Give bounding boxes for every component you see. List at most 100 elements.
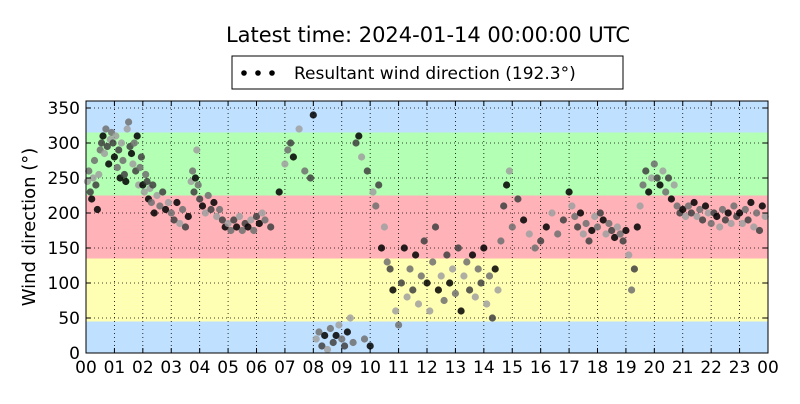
data-point bbox=[599, 216, 607, 224]
data-point bbox=[332, 331, 340, 340]
data-point bbox=[369, 188, 377, 196]
data-point bbox=[389, 286, 397, 294]
data-point bbox=[758, 202, 766, 210]
data-point bbox=[630, 265, 639, 273]
x-tick-label: 23 bbox=[729, 358, 751, 378]
y-tick-label: 350 bbox=[48, 99, 80, 119]
data-point bbox=[656, 181, 664, 189]
legend-marker-dot bbox=[241, 70, 247, 76]
data-point bbox=[335, 321, 343, 329]
x-tick-label: 16 bbox=[530, 358, 552, 378]
x-tick-label: 07 bbox=[274, 358, 296, 378]
data-point bbox=[497, 237, 505, 245]
data-point bbox=[230, 216, 238, 224]
data-point bbox=[149, 181, 157, 189]
data-point bbox=[224, 219, 232, 228]
data-point bbox=[755, 226, 764, 235]
data-point bbox=[100, 149, 109, 158]
data-point bbox=[693, 212, 701, 221]
data-point bbox=[312, 335, 320, 343]
data-point bbox=[457, 307, 465, 315]
data-point bbox=[89, 174, 97, 182]
data-point bbox=[508, 223, 516, 231]
data-point bbox=[360, 335, 369, 343]
data-point bbox=[727, 219, 735, 228]
data-point bbox=[429, 258, 437, 266]
data-point bbox=[190, 188, 198, 196]
x-tick-label: 02 bbox=[132, 358, 154, 378]
data-point bbox=[395, 321, 403, 329]
data-point bbox=[173, 198, 181, 207]
data-point bbox=[713, 212, 721, 221]
data-point bbox=[275, 188, 283, 196]
x-tick-label: 14 bbox=[473, 358, 495, 378]
data-point bbox=[238, 226, 246, 235]
data-point bbox=[349, 338, 357, 347]
y-axis-label: Wind direction (°) bbox=[19, 148, 40, 307]
data-point bbox=[480, 244, 488, 252]
data-point bbox=[596, 209, 604, 217]
data-point bbox=[95, 170, 103, 179]
data-point bbox=[471, 293, 479, 301]
data-point bbox=[505, 167, 513, 175]
data-point bbox=[115, 146, 123, 154]
data-point bbox=[423, 279, 431, 287]
y-tick-label: 0 bbox=[69, 344, 80, 364]
data-point bbox=[488, 314, 496, 322]
data-point bbox=[696, 205, 704, 214]
data-point bbox=[189, 167, 197, 175]
data-point bbox=[716, 223, 724, 231]
data-point bbox=[125, 118, 133, 126]
data-point bbox=[500, 202, 508, 210]
data-point bbox=[386, 265, 394, 273]
data-point bbox=[588, 226, 596, 235]
data-point bbox=[179, 205, 187, 214]
y-tick-label: 100 bbox=[48, 274, 80, 294]
data-point bbox=[372, 202, 380, 210]
data-point bbox=[593, 223, 602, 231]
data-point bbox=[133, 132, 141, 140]
data-point bbox=[684, 202, 693, 210]
data-point bbox=[503, 181, 511, 189]
data-point bbox=[645, 188, 653, 196]
data-point bbox=[559, 216, 568, 224]
data-point bbox=[184, 212, 192, 221]
data-point bbox=[92, 181, 100, 189]
data-point bbox=[437, 272, 445, 280]
data-point bbox=[204, 191, 212, 200]
data-point bbox=[315, 328, 323, 336]
x-tick-label: 10 bbox=[359, 358, 381, 378]
data-point bbox=[218, 216, 226, 224]
data-point bbox=[346, 314, 354, 322]
data-point bbox=[323, 345, 332, 354]
data-point bbox=[329, 338, 337, 347]
data-point bbox=[380, 223, 388, 231]
data-point bbox=[579, 230, 587, 238]
data-point bbox=[267, 223, 275, 231]
data-point bbox=[611, 233, 619, 242]
data-point bbox=[724, 209, 732, 217]
data-point bbox=[287, 139, 295, 147]
data-point bbox=[636, 202, 644, 210]
data-point bbox=[548, 209, 556, 217]
data-point bbox=[525, 230, 533, 238]
y-tick-label: 150 bbox=[48, 239, 80, 259]
data-point bbox=[129, 160, 137, 168]
data-point bbox=[261, 216, 269, 224]
legend-marker-dot bbox=[255, 70, 261, 76]
x-tick-label: 00 bbox=[75, 358, 97, 378]
x-tick-label: 11 bbox=[388, 358, 410, 378]
data-point bbox=[647, 174, 656, 182]
data-point bbox=[86, 188, 94, 196]
data-point bbox=[164, 198, 172, 207]
data-point bbox=[434, 286, 442, 294]
data-point bbox=[162, 205, 170, 214]
data-point bbox=[191, 174, 199, 182]
data-point bbox=[542, 223, 550, 231]
data-point bbox=[227, 226, 235, 235]
data-point bbox=[306, 174, 315, 182]
data-point bbox=[420, 237, 428, 245]
data-point bbox=[605, 219, 613, 228]
data-point bbox=[338, 335, 346, 343]
